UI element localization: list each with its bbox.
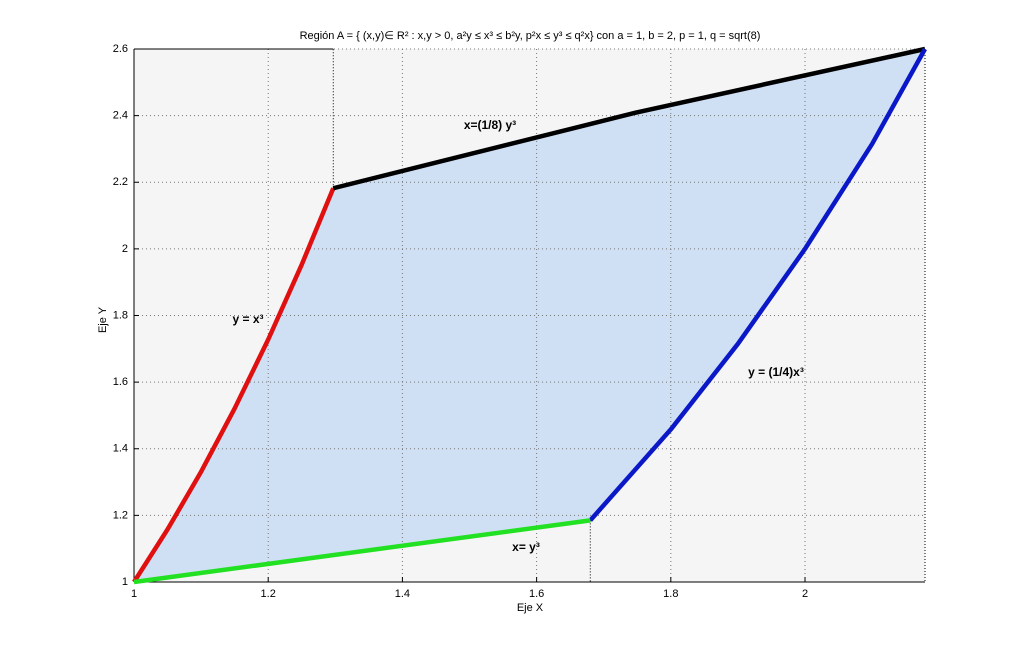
y-tick-label: 1.4 [113, 443, 128, 455]
curve [588, 47, 927, 522]
x-tick-label: 1.4 [395, 588, 410, 600]
y-tick-label: 1 [122, 576, 128, 588]
x-tick-label: 2 [802, 588, 808, 600]
curve [332, 46, 926, 191]
y-tick-label: 1.8 [113, 309, 128, 321]
curve-label: y = (1/4)x³ [748, 365, 804, 379]
x-tick-label: 1.2 [261, 588, 276, 600]
y-tick-label: 2 [122, 243, 128, 255]
y-tick-label: 1.2 [113, 509, 128, 521]
curve [133, 518, 591, 585]
y-tick-label: 2.2 [113, 176, 128, 188]
y-axis-label: Eje Y [97, 306, 109, 333]
region-fill [134, 49, 925, 582]
x-tick-label: 1.8 [663, 588, 678, 600]
curve-label: x=(1/8) y³ [464, 118, 516, 132]
x-tick-label: 1.6 [529, 588, 544, 600]
curve-label: y = x³ [232, 312, 263, 326]
chart-title: Región A = { (x,y)∈ R² : x,y > 0, a²y ≤ … [300, 30, 761, 42]
x-tick-label: 1 [131, 588, 137, 600]
y-tick-label: 2.6 [113, 43, 128, 55]
curve [132, 187, 336, 584]
y-tick-label: 1.6 [113, 376, 128, 388]
y-tick-label: 2.4 [113, 110, 128, 122]
x-axis-label: Eje X [517, 602, 544, 614]
curve-label: x= y³ [512, 540, 540, 554]
